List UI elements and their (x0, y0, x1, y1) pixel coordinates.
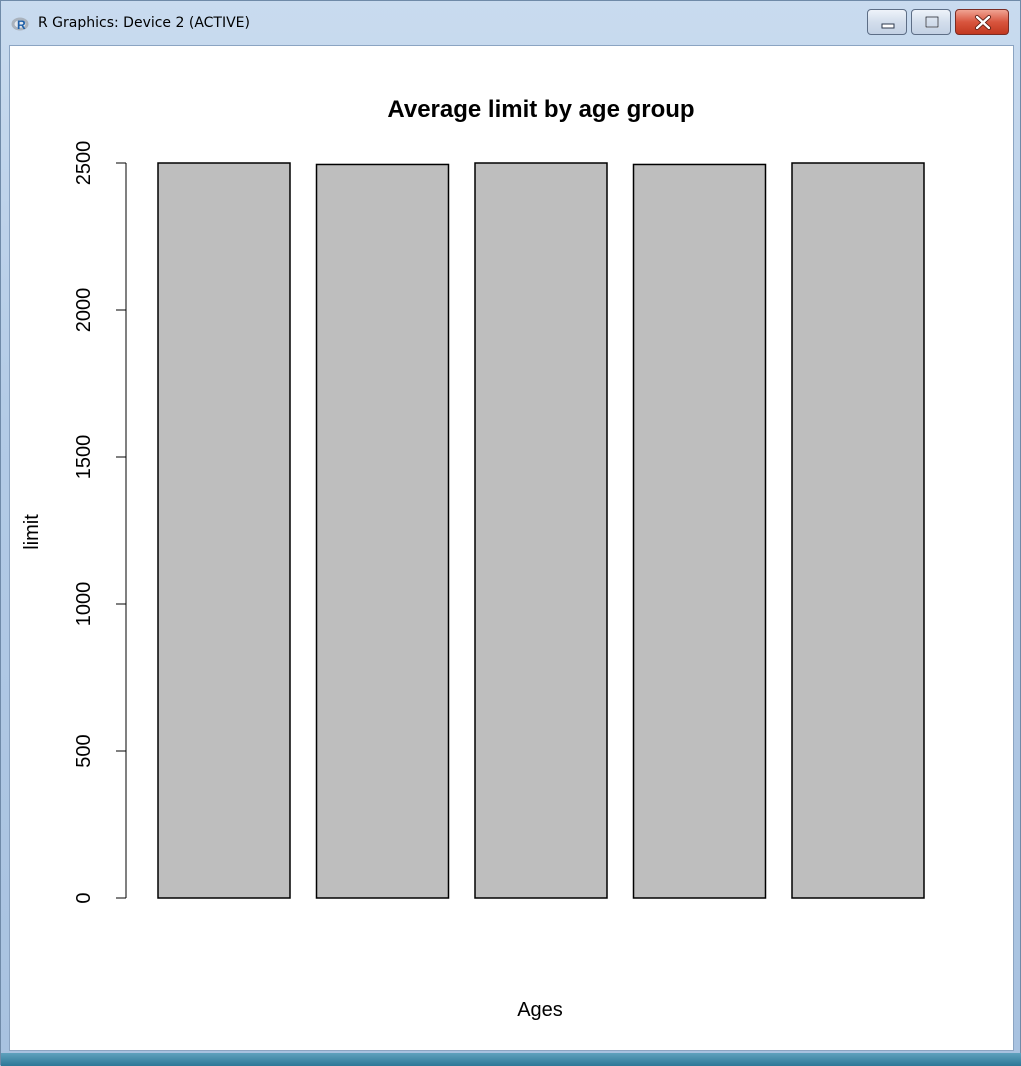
title-bar[interactable]: R R Graphics: Device 2 (ACTIVE) (1, 1, 1020, 45)
y-axis-ticks: 0 500 1000 1500 2000 2500 (73, 141, 126, 904)
bar-chart: Average limit by age group Ages limit 0 5… (21, 96, 925, 1021)
bottom-border (1, 1053, 1021, 1066)
svg-text:R: R (17, 18, 26, 32)
graphics-device-canvas: Average limit by age group Ages limit 0 5… (9, 45, 1014, 1051)
close-button[interactable] (955, 9, 1009, 35)
minimize-icon (881, 23, 895, 29)
y-tick-label: 1500 (73, 435, 95, 480)
r-logo-icon: R (11, 17, 29, 32)
bar-4 (632, 163, 767, 899)
bars (157, 162, 925, 899)
y-axis-label: limit (21, 514, 43, 550)
chart-title: Average limit by age group (387, 96, 694, 123)
bar-2 (315, 163, 450, 899)
y-tick-label: 1000 (73, 582, 95, 627)
y-tick-label: 2000 (73, 288, 95, 333)
x-axis-label: Ages (517, 999, 563, 1021)
y-tick-label: 0 (73, 892, 95, 903)
close-icon (975, 15, 991, 30)
y-tick-label: 500 (73, 734, 95, 767)
y-tick-label: 2500 (73, 141, 95, 186)
maximize-button[interactable] (911, 9, 951, 35)
maximize-icon (925, 16, 939, 28)
bar-5 (791, 162, 925, 899)
bar-3 (474, 162, 608, 899)
minimize-button[interactable] (867, 9, 907, 35)
bar-1 (157, 162, 291, 899)
window-title: R Graphics: Device 2 (ACTIVE) (38, 15, 250, 31)
